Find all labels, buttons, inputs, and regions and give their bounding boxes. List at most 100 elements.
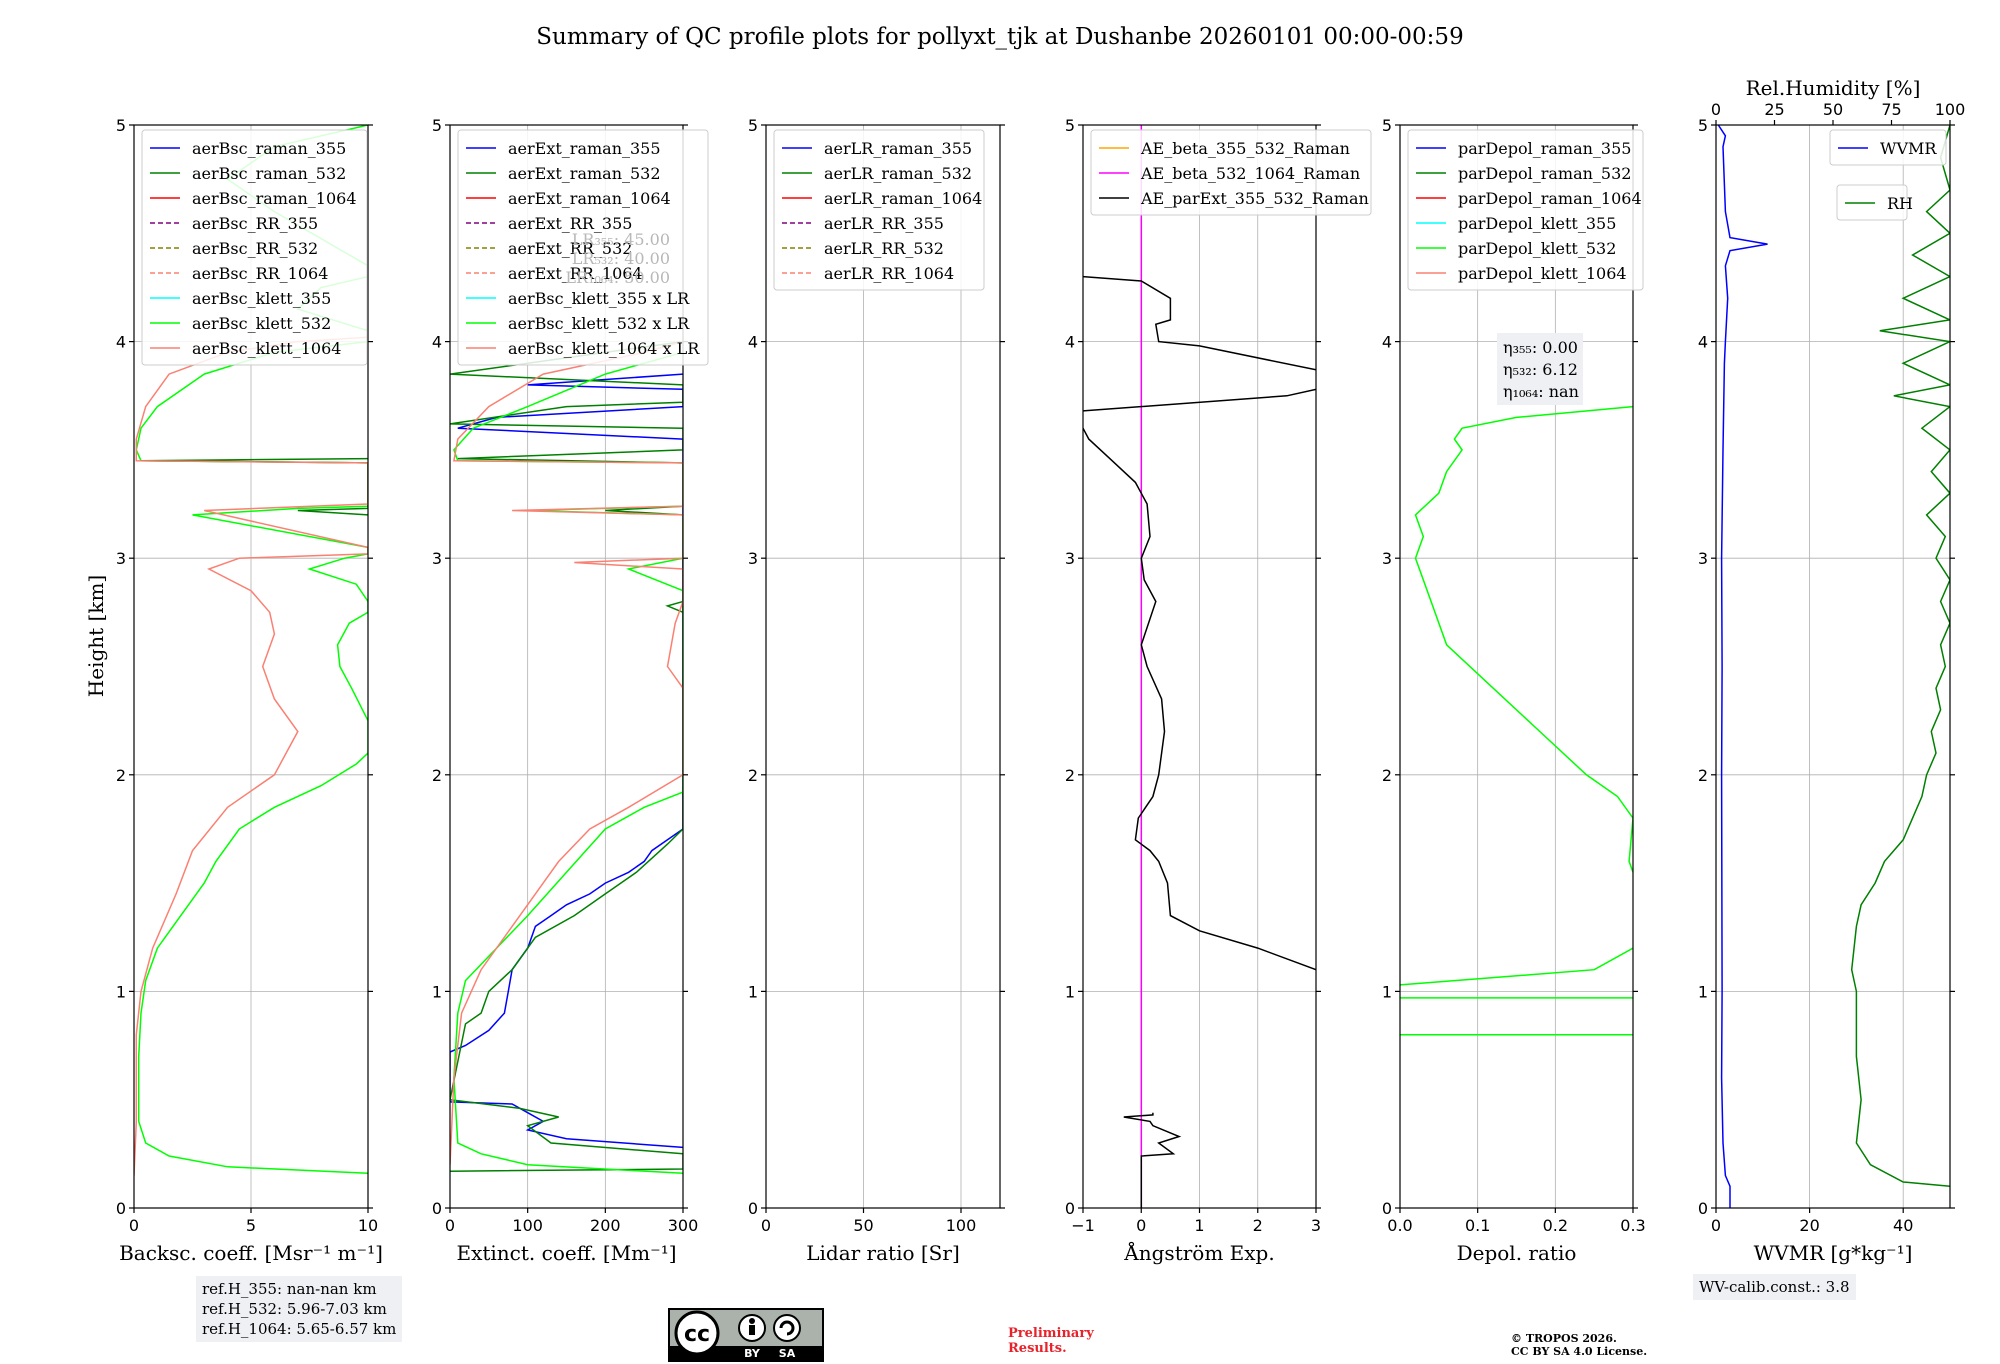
legend-ext: aerExt_raman_355 aerExt_raman_532 aerExt_r… (457, 129, 709, 366)
ref-height-1064: ref.H_1064: 5.65-6.57 km (202, 1320, 397, 1338)
x2-tick-label: 25 (1764, 100, 1784, 119)
y-tick-label: 3 (116, 549, 126, 568)
axes-frame (1715, 124, 1951, 1209)
y-tick-label: 0 (748, 1199, 758, 1218)
x-tick-label: 0 (129, 1216, 139, 1235)
x-tick-label: 3 (1311, 1216, 1321, 1235)
x-tick-label: 200 (590, 1216, 621, 1235)
x-tick-label: 0 (1136, 1216, 1146, 1235)
x-axis-label: Backsc. coeff. [Msr⁻¹ m⁻¹] (119, 1241, 383, 1265)
legend-entry: aerExt_RR_355 (508, 214, 632, 233)
x-tick-label: 20 (1799, 1216, 1819, 1235)
legend-entry: aerLR_raman_355 (824, 139, 972, 158)
cc-license-badge: cc BY SA (668, 1308, 824, 1362)
legend-entry: parDepol_klett_1064 (1458, 264, 1627, 283)
legend-entry: aerBsc_RR_1064 (192, 264, 328, 283)
y-tick-label: 5 (1698, 116, 1708, 135)
legend-entry: AE_beta_355_532_Raman (1140, 139, 1350, 158)
legend-entry: RH (1887, 194, 1913, 213)
legend-entry: aerLR_raman_532 (824, 164, 972, 183)
y-tick-label: 5 (1065, 116, 1075, 135)
x-tick-label: −1 (1071, 1216, 1095, 1235)
y-tick-label: 4 (1382, 333, 1392, 352)
legend-entry: aerExt_raman_355 (508, 139, 661, 158)
series-line-aerExt_raman_532 (450, 340, 683, 1172)
series-line-aerExt_raman_355 (450, 373, 683, 1149)
y-tick-label: 0 (1382, 1199, 1392, 1218)
y-tick-label: 3 (432, 549, 442, 568)
x-tick-label: 1 (1194, 1216, 1204, 1235)
series-line-aerBsc_klett_532 (135, 125, 368, 1175)
x-tick-label: 300 (668, 1216, 699, 1235)
legend-entry: aerExt_RR_1064 (508, 264, 643, 283)
series-line-parDepol_klett_532 (1414, 405, 1633, 873)
series-line-aerBsc_klett_1064 (134, 336, 368, 1176)
legend-entry: aerBsc_klett_1064 x LR (508, 339, 700, 358)
subplot-ext: 0 1 2 3 4 5 0 100 200 300 Extinct. coeff. [Mm⁻¹] ae… (432, 116, 709, 1265)
subplot-bsc: 0 1 2 3 4 5 0 5 10 Backsc. coeff. [Msr⁻¹ m⁻¹] aerB… (116, 116, 383, 1265)
legend-entry: aerLR_RR_1064 (824, 264, 954, 283)
series-line-AE_parExt_355_532_Raman (1123, 1112, 1182, 1208)
legend-depol: parDepol_raman_355 parDepol_raman_532 parD… (1407, 129, 1644, 291)
legend-entry: parDepol_raman_355 (1458, 139, 1631, 158)
y-tick-label: 5 (116, 116, 126, 135)
series-line-aerBsc_klett_1064 x LR (450, 340, 683, 1165)
legend-frame (141, 129, 368, 366)
x-tick-label: 50 (853, 1216, 873, 1235)
y-tick-label: 2 (748, 766, 758, 785)
y-tick-label: 3 (748, 549, 758, 568)
axes-frame (449, 124, 684, 1209)
x-axis-label: Extinct. coeff. [Mm⁻¹] (456, 1241, 676, 1265)
legend-entry: aerBsc_RR_532 (192, 239, 318, 258)
series-group-ae (1083, 125, 1316, 1208)
y-tick-label: 1 (1382, 982, 1392, 1001)
y-tick-label: 1 (1698, 982, 1708, 1001)
preliminary-line-1: Preliminary (1008, 1326, 1094, 1341)
y-tick-label: 4 (432, 333, 442, 352)
x2-axis-label: Rel.Humidity [%] (1746, 76, 1921, 100)
legend-entry: parDepol_klett_532 (1458, 239, 1616, 258)
y-tick-label: 4 (1698, 333, 1708, 352)
y-tick-label: 1 (432, 982, 442, 1001)
series-line-AE_parExt_355_532_Raman (1083, 427, 1316, 971)
legend-entry: aerBsc_klett_355 (192, 289, 331, 308)
x-tick-label: 0 (445, 1216, 455, 1235)
series-line-aerBsc_raman_532 (140, 457, 368, 516)
y-tick-label: 2 (1065, 766, 1075, 785)
x-axis-label: WVMR [g*kg⁻¹] (1754, 1241, 1913, 1265)
x-axis-label: Depol. ratio (1457, 1241, 1577, 1265)
subplot-depol: 0 1 2 3 4 5 0.0 0.1 0.2 0.3 Depol. ratio parDepol_r… (1382, 116, 1646, 1265)
legend-entry: aerBsc_raman_355 (192, 139, 346, 158)
x-tick-label: 100 (946, 1216, 977, 1235)
legend-entry: aerExt_raman_1064 (508, 189, 671, 208)
eta-label: η₅₃₂: 6.12 (1503, 360, 1578, 379)
y-tick-label: 2 (1382, 766, 1392, 785)
y-axis-label: Height [km] (84, 575, 108, 697)
x2-tick-label: 100 (1935, 100, 1966, 119)
x-tick-label: 100 (512, 1216, 543, 1235)
x-tick-label: 10 (358, 1216, 378, 1235)
eta-label: η₃₅₅: 0.00 (1503, 338, 1578, 357)
y-tick-label: 1 (116, 982, 126, 1001)
cc-by-text: BY (744, 1347, 761, 1360)
cc-logo-icon: cc BY SA (670, 1310, 822, 1360)
y-tick-label: 3 (1382, 549, 1392, 568)
y-tick-label: 1 (748, 982, 758, 1001)
series-group-ext (450, 340, 683, 1175)
axes-frame (1399, 124, 1634, 1209)
legend-frame (1090, 129, 1372, 216)
legend-entry: aerBsc_klett_532 (192, 314, 331, 333)
y-tick-label: 0 (1698, 1199, 1708, 1218)
legend-entry: WVMR (1880, 139, 1937, 158)
legend-frame (457, 129, 709, 366)
legend-ae: AE_beta_355_532_Raman AE_beta_532_1064_Ra… (1090, 129, 1372, 216)
cc-sa-text: SA (779, 1347, 796, 1360)
ref-height-532: ref.H_532: 5.96-7.03 km (202, 1300, 387, 1318)
y-tick-label: 4 (1065, 333, 1075, 352)
y-tick-label: 4 (116, 333, 126, 352)
x-axis-label: Lidar ratio [Sr] (806, 1241, 960, 1265)
series-group-depol (1400, 405, 1633, 1036)
